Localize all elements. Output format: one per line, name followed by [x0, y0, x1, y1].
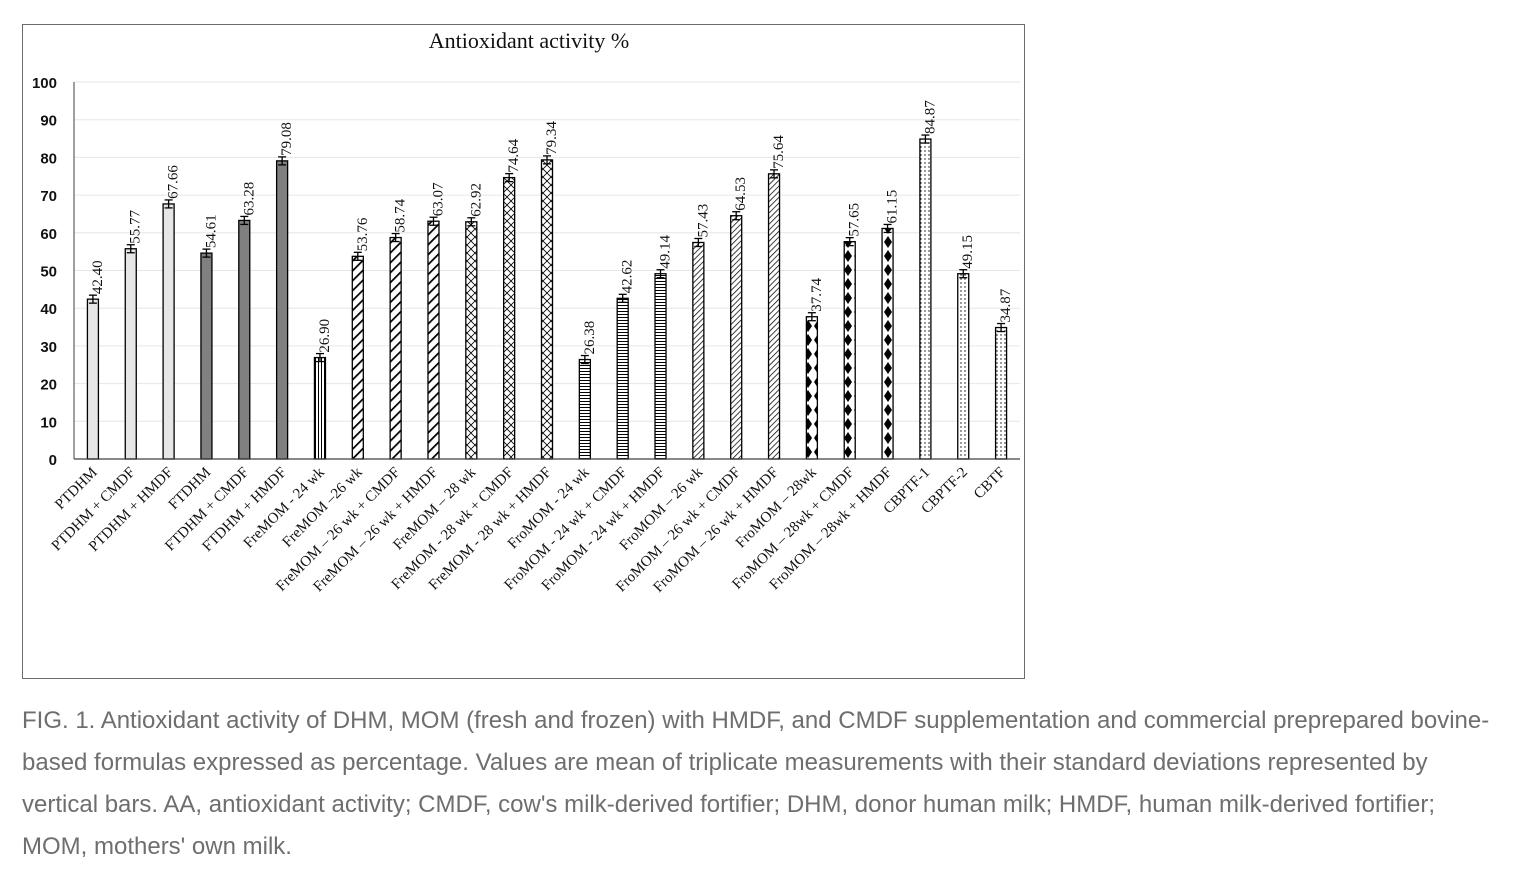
bar	[275, 160, 289, 460]
data-label: 63.07	[430, 182, 446, 216]
error-bar	[467, 217, 476, 227]
y-axis-ticks: 0 10 20 30 40 50 60 70 80 90 100	[32, 75, 57, 469]
bar	[427, 220, 440, 460]
data-label: 54.61	[203, 214, 219, 248]
bar	[957, 273, 970, 460]
y-tick-label: 20	[40, 377, 57, 394]
error-bar	[694, 237, 703, 248]
data-label: 42.40	[90, 260, 106, 294]
y-tick-label: 40	[40, 301, 57, 318]
bar	[919, 138, 932, 460]
bar	[843, 241, 856, 460]
bar	[767, 173, 781, 460]
bar	[692, 241, 705, 460]
error-bar	[580, 354, 589, 365]
error-bars	[88, 134, 1006, 365]
error-bar	[921, 134, 930, 144]
bar-chart: Antioxidant activity % 0 10 20 30 40 50 60 70 80…	[32, 28, 1020, 596]
error-bar	[88, 294, 97, 304]
data-label: 55.77	[128, 209, 144, 243]
y-tick-label: 90	[40, 113, 57, 130]
data-label: 49.15	[960, 235, 976, 269]
error-bar	[845, 237, 854, 247]
figure-caption: FIG. 1. Antioxidant activity of DHM, MOM…	[22, 707, 1490, 860]
chart-figure: Antioxidant activity % 0 10 20 30 40 50 60 70 80…	[22, 24, 1025, 679]
error-bar	[126, 244, 135, 254]
data-label: 74.64	[506, 138, 522, 172]
bar	[313, 356, 327, 460]
y-tick-label: 100	[32, 75, 57, 92]
data-label: 57.65	[847, 203, 863, 237]
error-bar	[164, 199, 173, 209]
bar	[616, 297, 629, 460]
y-tick-label: 80	[40, 150, 57, 167]
y-tick-label: 0	[49, 452, 57, 469]
error-bar	[505, 172, 514, 183]
bars	[86, 138, 1008, 460]
data-label: 61.15	[885, 190, 901, 224]
bar	[881, 227, 894, 460]
data-labels: 42.40 55.77 67.66 54.61 63.28 79.08 26.90 53.76…	[90, 100, 1014, 355]
data-label: 26.90	[317, 319, 333, 353]
error-bar	[429, 216, 438, 226]
error-bar	[240, 215, 249, 226]
error-bar	[997, 322, 1006, 333]
data-label: 63.28	[241, 182, 257, 216]
data-label: 64.53	[733, 177, 749, 211]
bar	[162, 203, 175, 460]
error-bar	[656, 269, 665, 279]
error-bar	[618, 293, 627, 303]
error-bar	[543, 155, 551, 165]
bar	[86, 298, 100, 460]
bar	[994, 326, 1008, 460]
data-label: 49.14	[658, 234, 674, 268]
bar	[124, 248, 137, 460]
bar	[351, 255, 364, 460]
data-label: 42.62	[620, 260, 636, 294]
error-bar	[770, 169, 779, 179]
error-bar	[353, 251, 362, 261]
data-label: 37.74	[809, 277, 825, 311]
chart-title: Antioxidant activity %	[429, 28, 629, 53]
bar	[578, 358, 591, 460]
error-bar	[883, 223, 892, 234]
bar	[465, 221, 478, 460]
error-bar	[732, 211, 741, 221]
bar	[503, 176, 516, 460]
error-bar	[278, 156, 287, 166]
data-label: 79.08	[279, 122, 295, 156]
bar	[238, 219, 251, 460]
data-label: 84.87	[922, 100, 938, 134]
bar	[805, 316, 819, 460]
error-bar	[202, 248, 211, 258]
bar	[200, 252, 213, 460]
data-label: 67.66	[166, 165, 182, 199]
data-label: 53.76	[355, 217, 371, 251]
y-tick-label: 30	[40, 339, 57, 356]
y-tick-label: 70	[40, 188, 57, 205]
data-label: 57.43	[695, 204, 711, 238]
data-label: 26.38	[582, 321, 598, 355]
data-label: 62.92	[468, 183, 484, 217]
y-tick-label: 50	[40, 264, 57, 281]
error-bar	[807, 312, 816, 322]
data-label: 34.87	[998, 288, 1014, 322]
x-tick-label: CBTF	[971, 465, 1009, 503]
data-label: 58.74	[393, 198, 409, 232]
bar	[540, 159, 554, 460]
data-label: 75.64	[771, 135, 787, 169]
bar	[730, 215, 743, 460]
error-bar	[959, 269, 968, 279]
y-tick-label: 10	[40, 414, 57, 431]
data-label: 79.34	[544, 121, 560, 155]
y-tick-label: 60	[40, 226, 57, 243]
error-bar	[391, 232, 400, 243]
bar	[389, 236, 402, 460]
bar	[654, 273, 667, 460]
error-bar	[315, 352, 324, 363]
